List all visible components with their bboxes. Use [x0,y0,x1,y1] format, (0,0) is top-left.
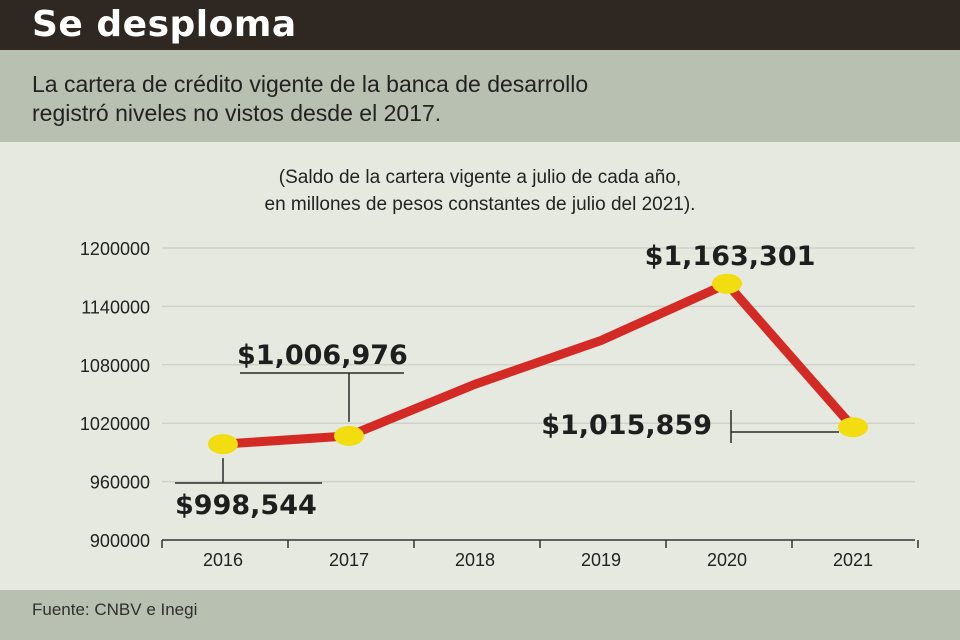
y-tick-label: 1080000 [80,356,150,376]
data-point-marker [838,417,868,438]
data-label: $1,163,301 [645,241,816,272]
chart-note-line-2: en millones de pesos constantes de julio… [264,194,696,215]
y-tick-label: 900000 [90,531,150,551]
y-tick-label: 1200000 [80,239,150,259]
data-point-marker [334,425,364,446]
x-tick-label: 2021 [833,550,873,570]
data-point-marker [208,434,238,455]
chart-note: (Saldo de la cartera vigente a julio de … [0,164,960,218]
x-tick-label: 2020 [707,550,747,570]
summary-text: La cartera de crédito vigente de la banc… [32,70,912,128]
x-tick-label: 2018 [455,550,495,570]
series-line [218,279,858,449]
x-tick-label: 2019 [581,550,621,570]
y-tick-label: 1020000 [80,414,150,434]
y-tick-label: 1140000 [81,297,150,317]
data-label: $1,015,859 [541,410,712,441]
summary-line-2: registró niveles no vistos desde el 2017… [32,100,442,126]
x-tick-label: 2016 [203,550,243,570]
title-bar [0,0,960,50]
data-label: $998,544 [175,490,317,521]
source-text: Fuente: CNBV e Inegi [32,600,198,619]
y-tick-label: 960000 [90,473,150,493]
data-label: $1,006,976 [237,340,408,371]
footer-band [0,590,960,640]
x-tick-label: 2017 [329,550,369,570]
summary-line-1: La cartera de crédito vigente de la banc… [32,71,589,97]
chart-note-line-1: (Saldo de la cartera vigente a julio de … [278,167,682,188]
page-title: Se desploma [32,4,297,45]
data-point-marker [712,273,742,294]
summary-band [0,50,960,142]
